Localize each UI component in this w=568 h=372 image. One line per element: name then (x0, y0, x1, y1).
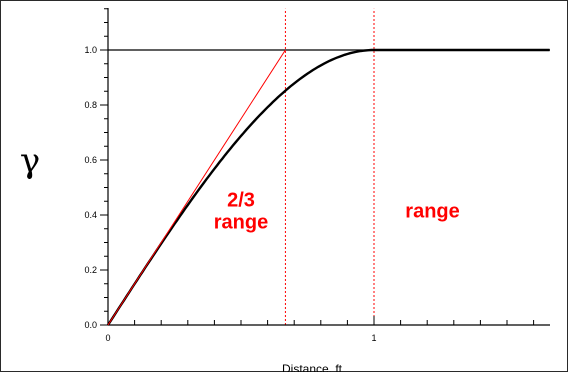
x-axis-title: Distance, ft (282, 362, 343, 372)
y-tick-label: 1.0 (84, 45, 97, 55)
variogram-model-curve (106, 48, 550, 326)
y-tick-label: 0.4 (84, 210, 97, 220)
x-tick-label: 0 (105, 333, 110, 343)
y-tick-label: 0.2 (84, 265, 97, 275)
y-tick-label: 0.8 (84, 100, 97, 110)
tangent-line (107, 49, 286, 326)
annotation-0-line-0: 2/3 (227, 190, 255, 212)
y-tick-label: 0.6 (84, 155, 97, 165)
y-axis-title: γ (20, 141, 40, 181)
annotation-0-line-1: range (214, 212, 268, 234)
y-tick-label: 0.0 (84, 320, 97, 330)
annotation-1-line-0: range (405, 201, 459, 223)
x-tick-label: 1 (371, 333, 376, 343)
